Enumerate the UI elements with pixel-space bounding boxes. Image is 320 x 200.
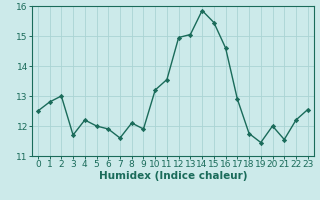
X-axis label: Humidex (Indice chaleur): Humidex (Indice chaleur) bbox=[99, 171, 247, 181]
